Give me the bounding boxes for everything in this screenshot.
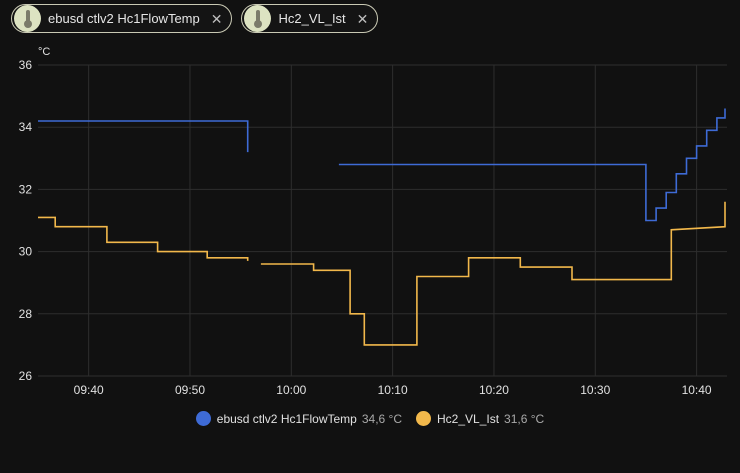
y-tick-label: 36: [19, 58, 33, 72]
legend-item-hc1flowtemp[interactable]: ebusd ctlv2 Hc1FlowTemp 34,6 °C: [195, 411, 402, 426]
legend-series-value: 34,6 °C: [361, 411, 402, 426]
legend-item-hc2-vl-ist[interactable]: Hc2_VL_Ist 31,6 °C: [416, 411, 544, 426]
y-axis-unit-label: °C: [38, 46, 50, 58]
x-tick-label: 10:20: [479, 383, 509, 397]
series-line-hc2-vl-ist: [260, 201, 726, 346]
series-line-hc2-vl-ist: [38, 216, 249, 261]
entity-chip-bar: ebusd ctlv2 Hc1FlowTemp ✕ Hc2_VL_Ist ✕: [11, 4, 379, 33]
series-color-swatch: [195, 411, 211, 426]
close-icon[interactable]: ✕: [210, 10, 223, 27]
series-line-hc1flowtemp: [338, 108, 726, 222]
chip-label: ebusd ctlv2 Hc1FlowTemp: [48, 11, 200, 26]
y-tick-label: 30: [19, 245, 33, 259]
y-tick-label: 34: [19, 120, 33, 134]
chip-label: Hc2_VL_Ist: [278, 11, 346, 26]
series-color-swatch: [416, 411, 431, 426]
legend-series-value: 31,6 °C: [504, 411, 545, 426]
y-tick-label: 32: [19, 182, 33, 196]
y-tick-label: 28: [19, 307, 33, 321]
chart-legend: ebusd ctlv2 Hc1FlowTemp 34,6 °C Hc2_VL_I…: [0, 411, 740, 426]
thermometer-icon: [244, 5, 272, 32]
x-tick-label: 10:10: [378, 383, 408, 397]
entity-chip-hc1flowtemp[interactable]: ebusd ctlv2 Hc1FlowTemp ✕: [11, 4, 233, 33]
thermometer-icon: [14, 5, 41, 32]
legend-series-name: Hc2_VL_Ist: [437, 411, 500, 426]
x-tick-label: 10:40: [682, 383, 712, 397]
x-tick-label: 10:00: [276, 383, 306, 397]
x-tick-label: 10:30: [580, 383, 610, 397]
series-line-hc1flowtemp: [38, 120, 249, 153]
history-chart[interactable]: °C 26 28 30 32 34 36 09:40 09:50 10:00 10:10 10:20 1…: [0, 0, 740, 400]
y-tick-label: 26: [19, 369, 33, 383]
x-tick-label: 09:50: [175, 383, 205, 397]
legend-series-name: ebusd ctlv2 Hc1FlowTemp: [216, 411, 357, 426]
close-icon[interactable]: ✕: [356, 10, 369, 27]
entity-chip-hc2-vl-ist[interactable]: Hc2_VL_Ist ✕: [241, 4, 379, 33]
x-tick-label: 09:40: [74, 383, 104, 397]
